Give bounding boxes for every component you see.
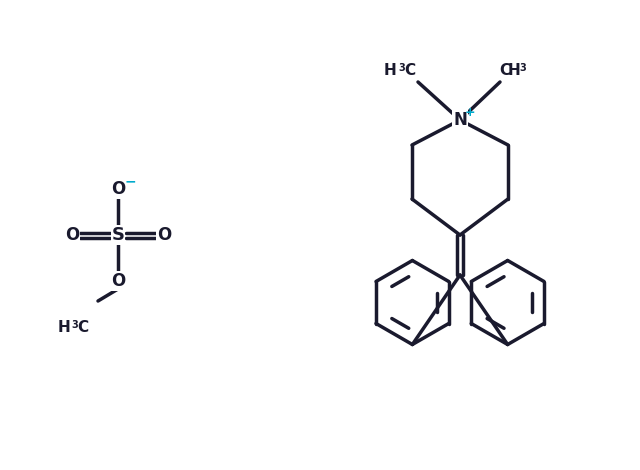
Text: S: S [111, 226, 125, 244]
Text: C: C [404, 63, 415, 78]
Text: H: H [508, 63, 520, 78]
Text: 3: 3 [520, 63, 526, 73]
Text: H: H [383, 63, 396, 78]
Text: C: C [77, 320, 88, 335]
Text: 3: 3 [399, 63, 405, 73]
Text: 3: 3 [72, 320, 78, 330]
Text: −: − [124, 174, 136, 188]
Text: O: O [111, 272, 125, 290]
Text: C: C [499, 63, 511, 78]
Text: O: O [65, 226, 79, 244]
Text: H: H [58, 320, 70, 335]
Text: N: N [453, 111, 467, 129]
Text: O: O [157, 226, 171, 244]
Text: O: O [111, 180, 125, 198]
Text: +: + [465, 105, 476, 118]
